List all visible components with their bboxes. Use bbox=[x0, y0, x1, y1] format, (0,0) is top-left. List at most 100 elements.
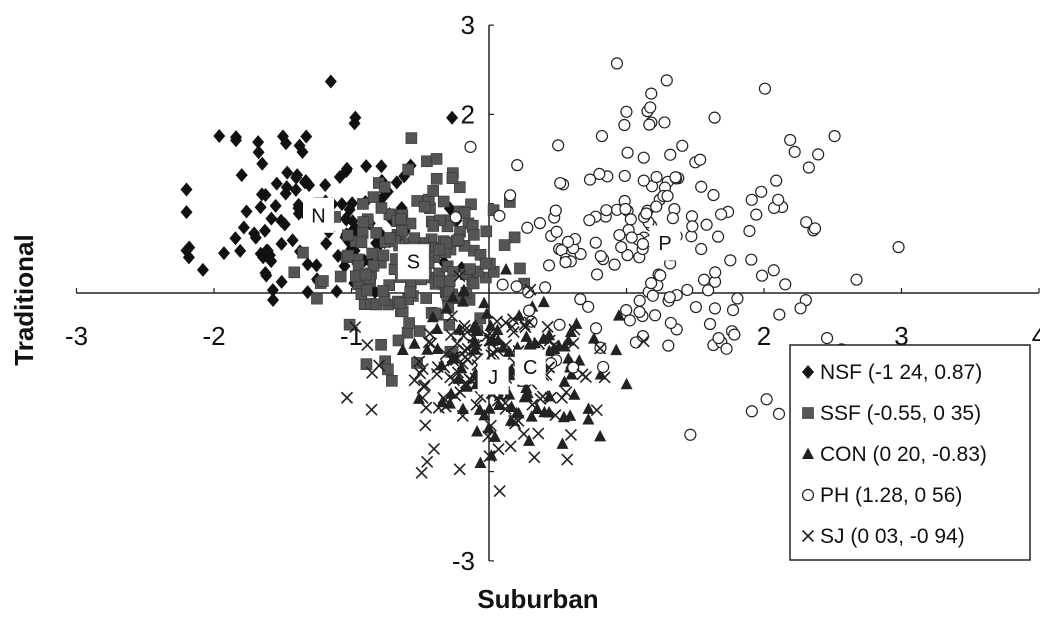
data-point bbox=[275, 213, 288, 228]
data-point bbox=[712, 332, 725, 345]
centroid-label-box bbox=[477, 359, 509, 395]
data-point bbox=[613, 228, 626, 242]
data-point bbox=[560, 386, 573, 399]
data-point bbox=[360, 159, 373, 174]
data-point bbox=[484, 419, 497, 432]
data-point bbox=[443, 318, 456, 331]
data-point bbox=[720, 342, 733, 355]
data-point bbox=[418, 379, 432, 392]
data-point bbox=[496, 278, 509, 291]
data-point bbox=[542, 259, 556, 272]
data-point bbox=[213, 129, 226, 144]
data-point bbox=[662, 339, 675, 352]
data-point bbox=[664, 316, 677, 330]
data-point bbox=[539, 281, 552, 294]
data-point bbox=[686, 220, 699, 233]
data-point bbox=[594, 250, 607, 263]
data-point bbox=[521, 390, 534, 403]
legend-entry: SJ (0 03, -0 94) bbox=[801, 525, 965, 548]
data-point bbox=[182, 250, 195, 265]
data-point bbox=[454, 386, 467, 399]
data-point bbox=[349, 270, 362, 283]
data-point bbox=[446, 110, 459, 125]
data-point bbox=[405, 132, 418, 144]
data-point bbox=[361, 338, 374, 352]
data-point bbox=[390, 175, 403, 190]
data-point bbox=[508, 414, 521, 428]
centroid-label-box bbox=[649, 225, 681, 261]
data-point bbox=[536, 390, 549, 403]
data-point bbox=[335, 197, 348, 212]
data-point bbox=[311, 292, 323, 305]
data-point bbox=[707, 188, 720, 202]
data-point bbox=[728, 328, 741, 341]
data-point bbox=[503, 388, 516, 400]
data-point bbox=[375, 159, 388, 174]
data-point bbox=[558, 375, 571, 387]
data-point bbox=[703, 317, 717, 331]
data-point bbox=[377, 249, 390, 262]
data-point bbox=[541, 320, 554, 333]
data-point bbox=[359, 268, 372, 281]
data-point bbox=[532, 427, 545, 440]
data-point bbox=[459, 376, 472, 390]
data-point bbox=[291, 168, 304, 183]
data-point bbox=[461, 342, 474, 356]
data-point bbox=[392, 334, 405, 347]
data-point bbox=[280, 180, 293, 195]
data-point bbox=[446, 290, 459, 303]
data-point bbox=[636, 237, 650, 251]
data-point bbox=[408, 374, 421, 387]
data-point bbox=[447, 354, 460, 367]
data-point bbox=[532, 337, 546, 350]
data-point bbox=[550, 225, 563, 238]
data-point bbox=[521, 221, 534, 234]
data-point bbox=[386, 375, 398, 387]
data-point bbox=[449, 211, 462, 224]
data-point bbox=[334, 270, 347, 283]
data-point bbox=[340, 391, 354, 404]
data-point bbox=[526, 398, 539, 411]
data-point bbox=[408, 337, 421, 349]
data-point bbox=[709, 266, 722, 279]
data-point bbox=[317, 275, 329, 287]
data-point bbox=[531, 402, 544, 414]
data-point bbox=[561, 235, 575, 248]
data-point bbox=[731, 292, 744, 305]
data-point bbox=[574, 293, 587, 306]
data-point bbox=[235, 168, 248, 183]
data-point bbox=[418, 200, 431, 213]
data-point bbox=[474, 456, 487, 468]
data-point bbox=[483, 402, 496, 414]
data-point bbox=[457, 283, 470, 296]
data-point bbox=[412, 392, 425, 404]
data-point bbox=[455, 361, 468, 374]
legend-entry: NSF (-1 24, 0.87) bbox=[802, 361, 982, 384]
data-point bbox=[395, 213, 407, 225]
data-point bbox=[620, 303, 633, 317]
legend-marker bbox=[802, 365, 814, 379]
data-point bbox=[426, 310, 439, 323]
data-point bbox=[610, 343, 623, 356]
data-point bbox=[590, 268, 604, 281]
data-point bbox=[784, 133, 797, 147]
data-point bbox=[620, 377, 633, 390]
data-point bbox=[500, 338, 513, 352]
data-point bbox=[559, 256, 572, 269]
data-point bbox=[794, 302, 807, 315]
data-point bbox=[648, 309, 662, 322]
data-point bbox=[508, 231, 521, 244]
data-point bbox=[470, 398, 483, 411]
data-point bbox=[892, 241, 905, 254]
data-point bbox=[413, 325, 426, 337]
data-point bbox=[556, 437, 569, 449]
legend-marker bbox=[801, 488, 815, 502]
data-point bbox=[286, 233, 299, 248]
data-point bbox=[196, 262, 209, 277]
data-point bbox=[660, 74, 673, 87]
data-point bbox=[451, 366, 465, 379]
data-point bbox=[234, 243, 247, 258]
data-point bbox=[694, 153, 707, 166]
data-point bbox=[555, 391, 569, 404]
